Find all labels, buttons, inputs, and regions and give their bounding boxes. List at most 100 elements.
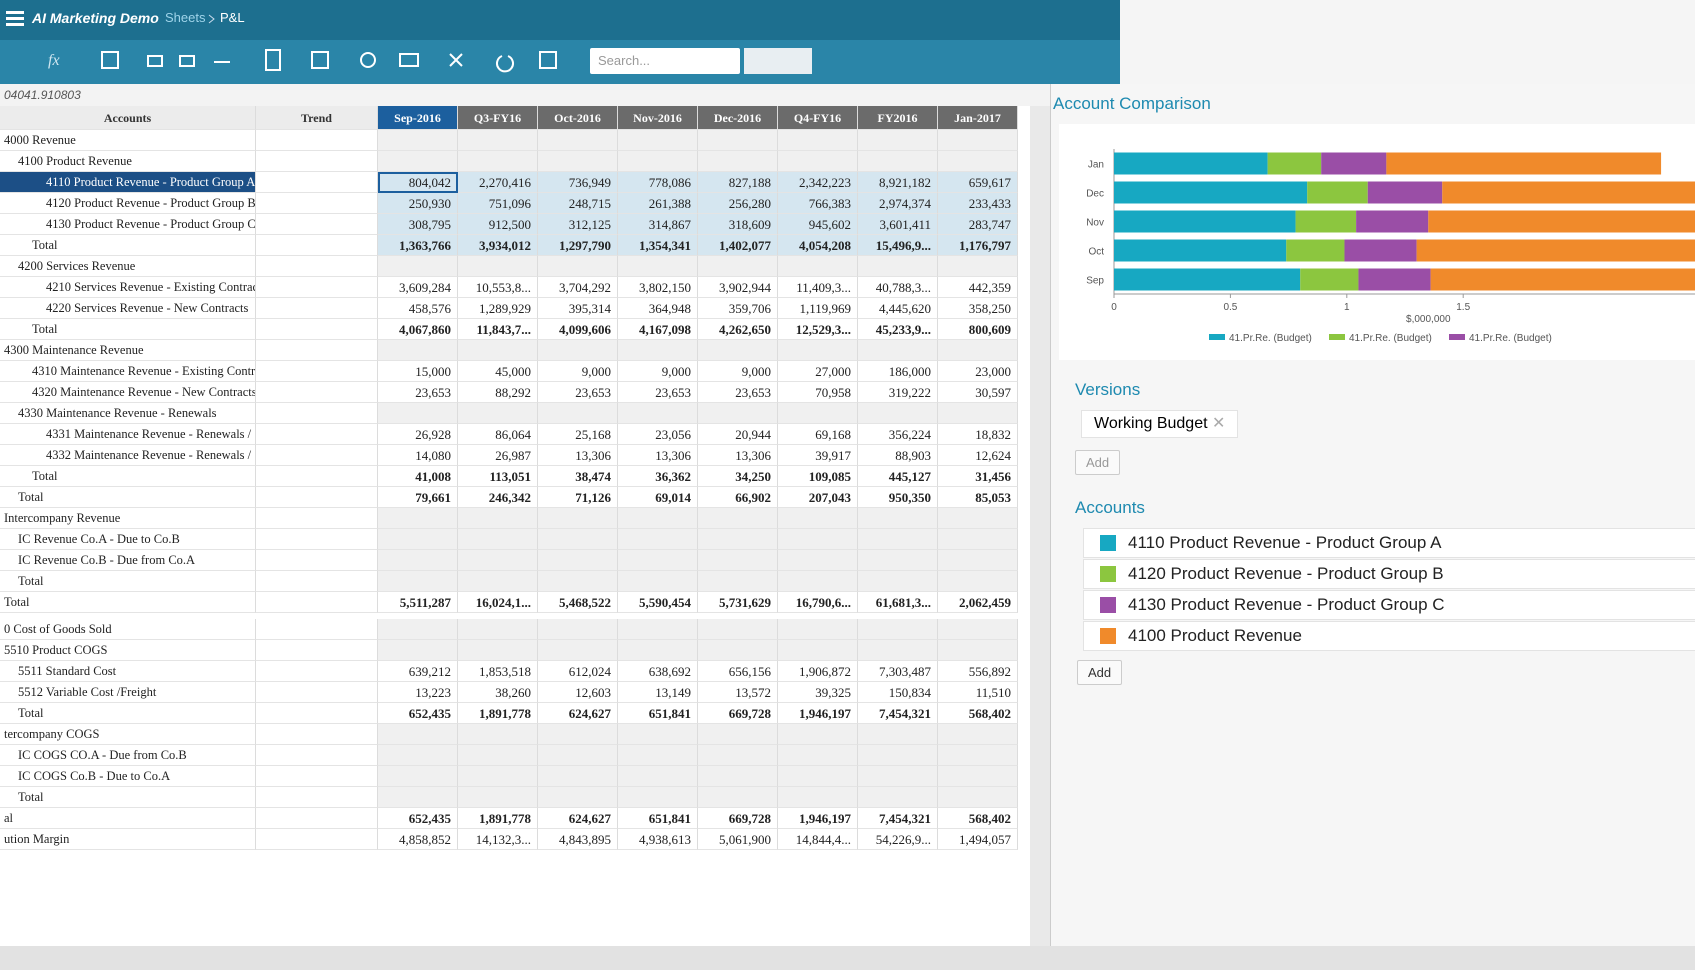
value-cell[interactable]	[458, 151, 538, 172]
value-cell[interactable]: 14,080	[378, 445, 458, 466]
value-cell[interactable]	[538, 619, 618, 640]
value-cell[interactable]	[778, 151, 858, 172]
value-cell[interactable]: 4,938,613	[618, 829, 698, 850]
row-label[interactable]: 4300 Maintenance Revenue	[0, 340, 256, 361]
value-cell[interactable]: 9,000	[698, 361, 778, 382]
row-label[interactable]: 5512 Variable Cost /Freight	[0, 682, 256, 703]
value-cell[interactable]: 14,132,3...	[458, 829, 538, 850]
value-cell[interactable]	[698, 724, 778, 745]
value-cell[interactable]: 36,362	[618, 466, 698, 487]
value-cell[interactable]: 61,681,3...	[858, 592, 938, 613]
value-cell[interactable]: 827,188	[698, 172, 778, 193]
value-cell[interactable]: 4,167,098	[618, 319, 698, 340]
remove-icon[interactable]: ✕	[1212, 415, 1226, 432]
value-cell[interactable]	[378, 724, 458, 745]
value-cell[interactable]: 12,529,3...	[778, 319, 858, 340]
value-cell[interactable]	[618, 619, 698, 640]
value-cell[interactable]	[858, 508, 938, 529]
value-cell[interactable]: 11,409,3...	[778, 277, 858, 298]
row-label[interactable]: IC Revenue Co.B - Due from Co.A	[0, 550, 256, 571]
value-cell[interactable]: 66,902	[698, 487, 778, 508]
value-cell[interactable]	[858, 151, 938, 172]
value-cell[interactable]: 7,454,321	[858, 703, 938, 724]
value-cell[interactable]	[698, 256, 778, 277]
value-cell[interactable]: 150,834	[858, 682, 938, 703]
row-label[interactable]: IC COGS Co.B - Due to Co.A	[0, 766, 256, 787]
value-cell[interactable]: 261,388	[618, 193, 698, 214]
value-cell[interactable]: 23,653	[538, 382, 618, 403]
value-cell[interactable]	[618, 724, 698, 745]
value-cell[interactable]: 652,435	[378, 703, 458, 724]
value-cell[interactable]	[778, 787, 858, 808]
value-cell[interactable]: 45,233,9...	[858, 319, 938, 340]
value-cell[interactable]	[938, 151, 1018, 172]
value-cell[interactable]: 612,024	[538, 661, 618, 682]
value-cell[interactable]: 27,000	[778, 361, 858, 382]
value-cell[interactable]: 445,127	[858, 466, 938, 487]
value-cell[interactable]	[378, 550, 458, 571]
value-cell[interactable]	[698, 787, 778, 808]
value-cell[interactable]	[858, 619, 938, 640]
value-cell[interactable]: 248,715	[538, 193, 618, 214]
row-label[interactable]: 4100 Product Revenue	[0, 151, 256, 172]
value-cell[interactable]	[458, 619, 538, 640]
value-cell[interactable]	[538, 550, 618, 571]
value-cell[interactable]	[618, 640, 698, 661]
value-cell[interactable]: 4,054,208	[778, 235, 858, 256]
row-label[interactable]: tercompany COGS	[0, 724, 256, 745]
value-cell[interactable]	[538, 508, 618, 529]
value-cell[interactable]	[378, 571, 458, 592]
value-cell[interactable]	[778, 130, 858, 151]
value-cell[interactable]: 669,728	[698, 703, 778, 724]
value-cell[interactable]	[458, 724, 538, 745]
row-label[interactable]: Total	[0, 235, 256, 256]
value-cell[interactable]: 30,597	[938, 382, 1018, 403]
value-cell[interactable]	[458, 130, 538, 151]
value-cell[interactable]	[458, 256, 538, 277]
value-cell[interactable]	[858, 766, 938, 787]
value-cell[interactable]	[778, 529, 858, 550]
row-label[interactable]: 4110 Product Revenue - Product Group A	[0, 172, 256, 193]
value-cell[interactable]	[538, 151, 618, 172]
value-cell[interactable]: 312,125	[538, 214, 618, 235]
value-cell[interactable]: 1,297,790	[538, 235, 618, 256]
value-cell[interactable]	[938, 508, 1018, 529]
app-name[interactable]: AI Marketing Demo	[32, 10, 159, 26]
value-cell[interactable]	[938, 571, 1018, 592]
value-cell[interactable]	[458, 550, 538, 571]
value-cell[interactable]: 1,891,778	[458, 703, 538, 724]
value-cell[interactable]: 912,500	[458, 214, 538, 235]
value-cell[interactable]: 3,704,292	[538, 277, 618, 298]
value-cell[interactable]	[778, 256, 858, 277]
value-cell[interactable]: 778,086	[618, 172, 698, 193]
value-cell[interactable]	[378, 340, 458, 361]
value-cell[interactable]: 25,168	[538, 424, 618, 445]
row-label[interactable]: 0 Cost of Goods Sold	[0, 619, 256, 640]
value-cell[interactable]: 40,788,3...	[858, 277, 938, 298]
value-cell[interactable]: 23,056	[618, 424, 698, 445]
value-cell[interactable]: 568,402	[938, 808, 1018, 829]
value-cell[interactable]	[858, 640, 938, 661]
value-cell[interactable]	[698, 766, 778, 787]
row-label[interactable]: 5511 Standard Cost	[0, 661, 256, 682]
value-cell[interactable]: 38,474	[538, 466, 618, 487]
value-cell[interactable]	[938, 256, 1018, 277]
value-cell[interactable]: 659,617	[938, 172, 1018, 193]
value-cell[interactable]	[618, 130, 698, 151]
value-cell[interactable]	[538, 766, 618, 787]
row-label[interactable]: 4330 Maintenance Revenue - Renewals	[0, 403, 256, 424]
value-cell[interactable]	[698, 550, 778, 571]
value-cell[interactable]	[458, 508, 538, 529]
value-cell[interactable]: 1,906,872	[778, 661, 858, 682]
value-cell[interactable]: 356,224	[858, 424, 938, 445]
value-cell[interactable]	[458, 766, 538, 787]
value-cell[interactable]	[938, 340, 1018, 361]
value-cell[interactable]	[618, 340, 698, 361]
value-cell[interactable]	[618, 766, 698, 787]
value-cell[interactable]: 5,590,454	[618, 592, 698, 613]
value-cell[interactable]: 4,843,895	[538, 829, 618, 850]
value-cell[interactable]: 652,435	[378, 808, 458, 829]
value-cell[interactable]	[938, 724, 1018, 745]
value-cell[interactable]: 736,949	[538, 172, 618, 193]
value-cell[interactable]	[538, 724, 618, 745]
